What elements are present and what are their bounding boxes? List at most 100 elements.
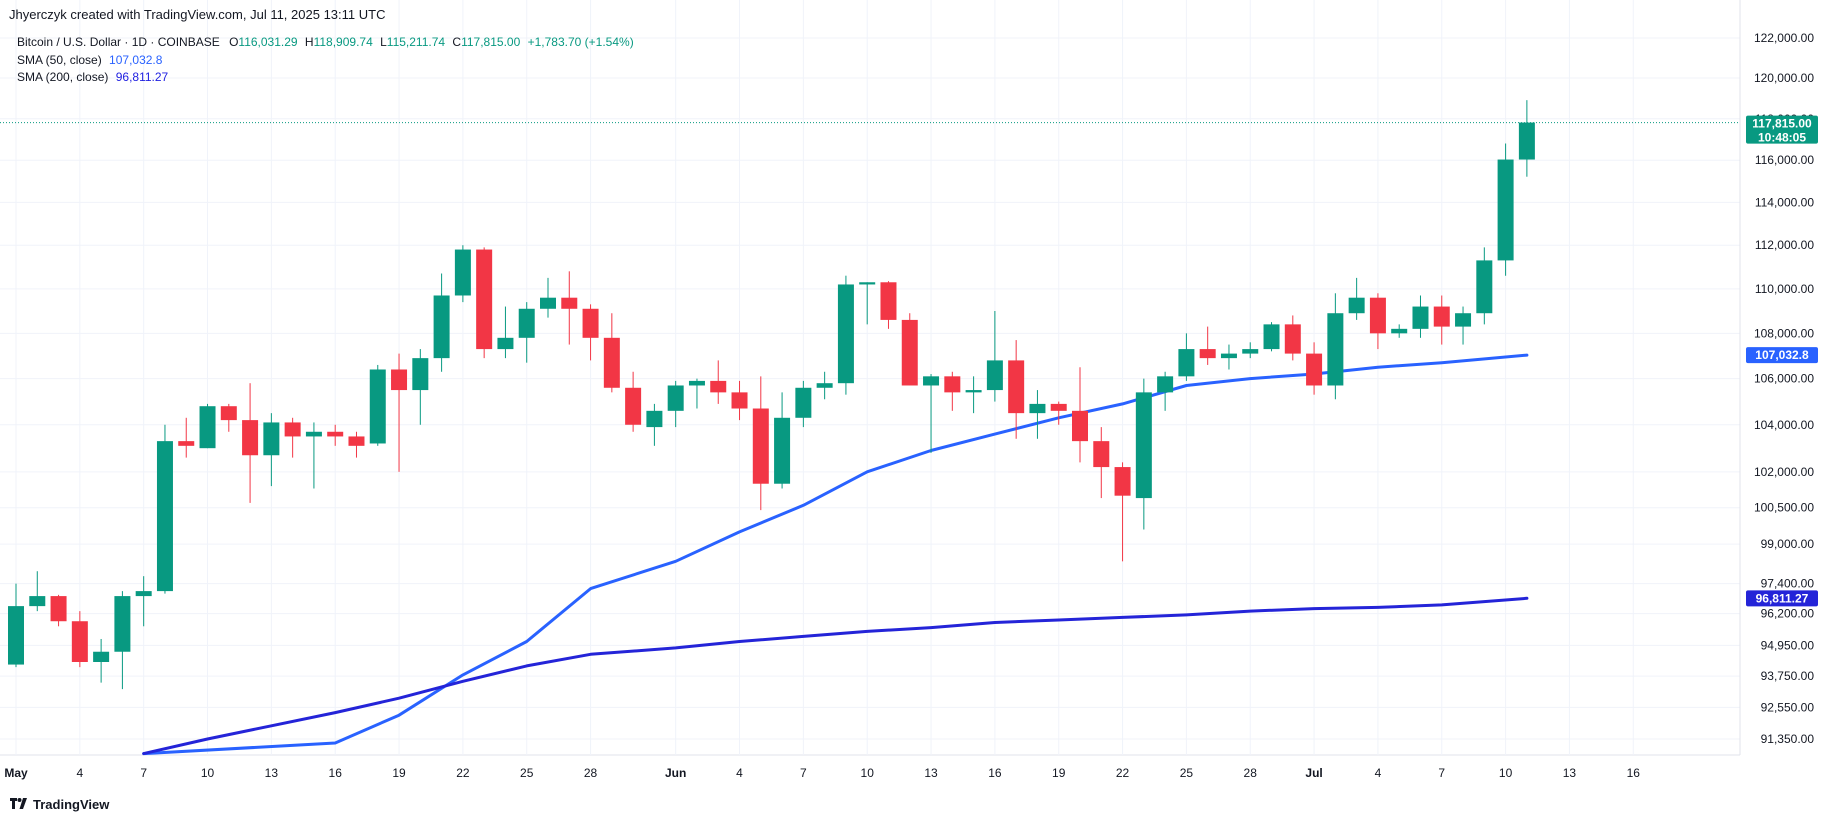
x-tick-label: 4	[1375, 766, 1382, 780]
candle-body	[1263, 324, 1280, 350]
candle-body	[1220, 353, 1237, 359]
candle-body	[242, 420, 259, 456]
x-tick-label: 10	[861, 766, 875, 780]
candle	[1242, 342, 1259, 359]
candle-body	[1242, 349, 1259, 354]
y-tick-label: 92,550.00	[1761, 700, 1815, 714]
candle	[263, 413, 280, 487]
legend-sma50-row[interactable]: SMA (50, close) 107,032.8	[17, 52, 634, 70]
last-price-tag-text: 10:48:05	[1758, 131, 1806, 145]
legend-sma200-label: SMA (200, close)	[17, 70, 109, 84]
candle-body	[1199, 349, 1216, 359]
candle	[667, 380, 684, 428]
x-tick-label: 13	[924, 766, 938, 780]
legend-open-label: O	[229, 35, 239, 49]
candle-body	[646, 410, 663, 428]
candle	[880, 281, 897, 329]
candle	[774, 392, 791, 489]
candle	[582, 304, 599, 361]
candle-body	[540, 297, 556, 309]
candle	[1178, 333, 1195, 381]
candle	[114, 591, 131, 690]
candle-body	[305, 431, 322, 437]
y-tick-label: 110,000.00	[1755, 282, 1814, 296]
y-tick-label: 114,000.00	[1755, 195, 1814, 209]
candle	[965, 376, 982, 414]
y-tick-label: 104,000.00	[1754, 418, 1814, 432]
x-tick-label: 10	[201, 766, 215, 780]
legend-low-label: L	[380, 35, 387, 49]
x-tick-label: 7	[140, 766, 147, 780]
legend-high-value: 118,909.74	[313, 35, 373, 49]
y-tick-label: 116,000.00	[1755, 153, 1814, 167]
candle-body	[497, 337, 514, 350]
candle-body	[1157, 376, 1174, 393]
candle	[454, 245, 471, 303]
candle-body	[263, 422, 280, 456]
candle-body	[795, 387, 812, 418]
candle-body	[93, 651, 110, 662]
candle-body	[433, 295, 450, 359]
candle	[923, 374, 940, 453]
time-axis[interactable]: May 4 7 10 13 16 19 22 25 28 Jun 4 7 10 13 16 19 22 25 28 Ju…	[4, 766, 1640, 780]
candle	[1348, 277, 1365, 320]
candle	[1369, 293, 1386, 350]
y-tick-label: 96,200.00	[1761, 607, 1815, 621]
y-tick-label: 94,950.00	[1761, 638, 1815, 652]
sma50-tag: 107,032.8	[1746, 347, 1818, 364]
candle	[156, 424, 173, 594]
candle-body	[220, 406, 237, 421]
candle	[8, 583, 24, 668]
candle-body	[965, 390, 982, 393]
candle	[603, 313, 620, 393]
x-tick-label: 4	[76, 766, 83, 780]
tradingview-logo-text: TradingView	[33, 797, 110, 812]
sma200-tag-bg	[1746, 590, 1818, 607]
candle-body	[625, 387, 642, 425]
x-tick-label: 25	[1180, 766, 1194, 780]
chart-caption: Jhyerczyk created with TradingView.com, …	[9, 7, 386, 22]
sma200-line	[142, 596, 1529, 756]
candle-body	[1072, 410, 1088, 442]
candle-body	[561, 297, 578, 309]
candle	[752, 376, 769, 511]
x-tick-label: 25	[520, 766, 534, 780]
x-tick-label: 28	[584, 766, 598, 780]
y-tick-label: 99,000.00	[1761, 537, 1815, 551]
price-axis[interactable]: 122,000.00120,000.00118,000.00116,000.00…	[1754, 31, 1814, 746]
candle	[1114, 462, 1131, 562]
x-tick-label: Jun	[665, 766, 686, 780]
y-tick-label: 93,750.00	[1761, 669, 1815, 683]
candle	[93, 638, 110, 683]
candle	[1072, 367, 1088, 463]
candle	[901, 313, 918, 386]
candle-body	[1284, 324, 1301, 354]
candle	[944, 371, 961, 411]
grid	[0, 0, 1741, 756]
candle	[1199, 326, 1216, 365]
tradingview-logo[interactable]: TradingView	[10, 797, 109, 812]
candle-body	[369, 369, 386, 444]
candle	[71, 611, 88, 668]
x-tick-label: 19	[1052, 766, 1066, 780]
legend-sma200-row[interactable]: SMA (200, close) 96,811.27	[17, 69, 634, 87]
legend-symbol-row[interactable]: Bitcoin / U.S. Dollar · 1D · COINBASE O1…	[17, 34, 634, 52]
legend-sma50-value: 107,032.8	[109, 52, 163, 67]
candle	[1306, 342, 1323, 395]
candle	[199, 403, 216, 449]
candle	[220, 403, 237, 432]
candle	[1093, 427, 1110, 499]
candle-body	[1050, 403, 1067, 411]
candle-body	[859, 282, 876, 285]
candle-body	[518, 308, 535, 338]
candle	[1391, 324, 1408, 338]
legend-close-label: C	[452, 35, 462, 49]
candle	[50, 594, 67, 627]
legend-high-label: H	[304, 35, 314, 49]
candle	[29, 571, 46, 612]
last-price-tag-text: 117,815.00	[1752, 117, 1812, 131]
candle-body	[71, 621, 88, 662]
candle-body	[774, 417, 791, 484]
